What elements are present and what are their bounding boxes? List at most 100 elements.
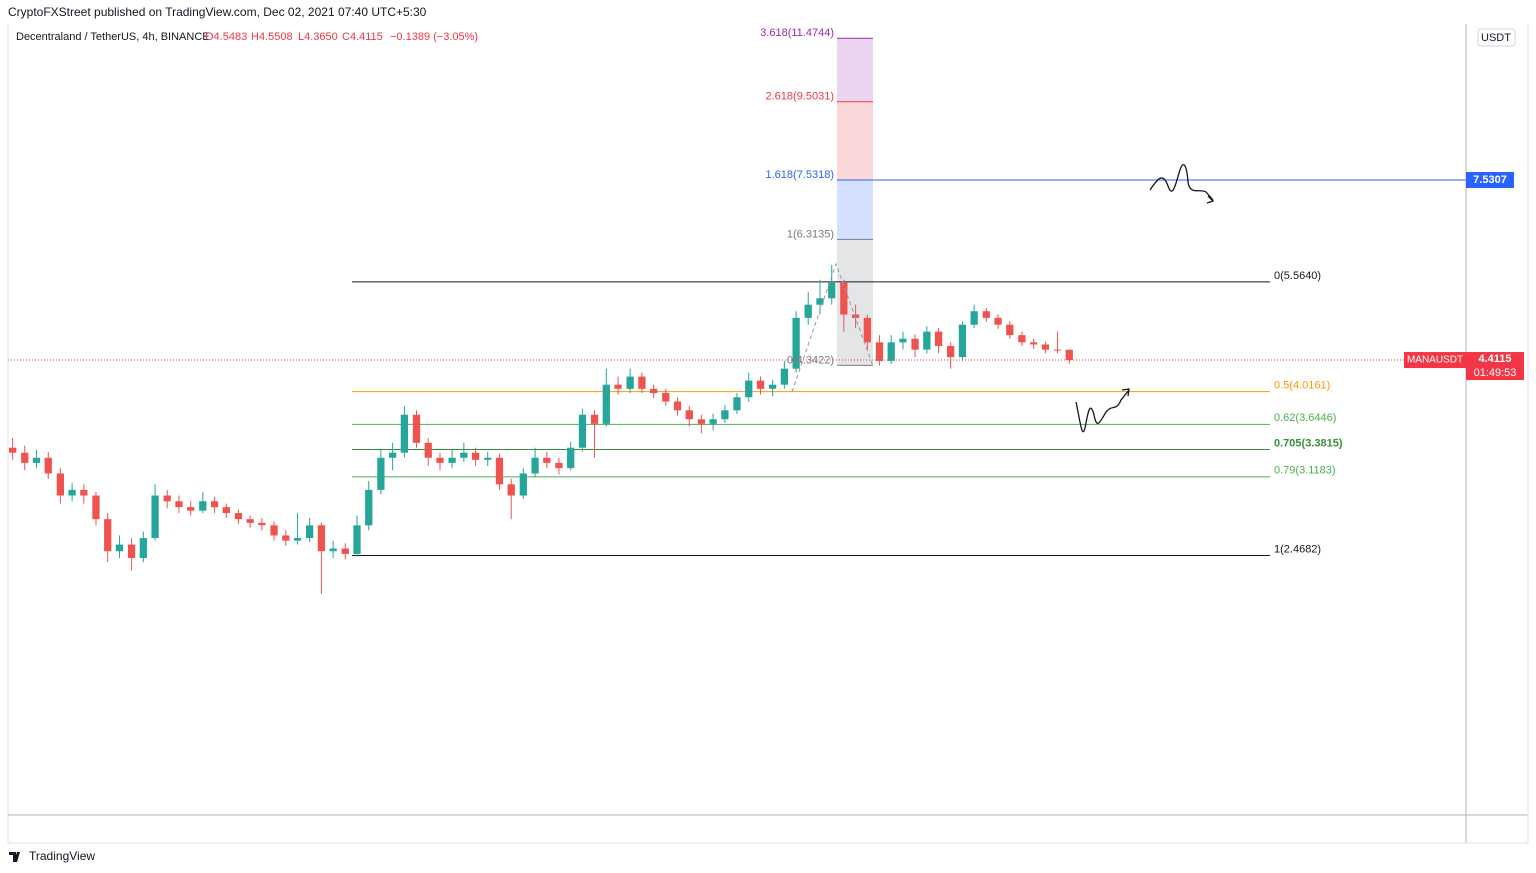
legend-low: L4.3650 (298, 31, 338, 43)
candle-body (270, 525, 278, 536)
candle-body (590, 414, 599, 424)
candle-body (104, 519, 112, 552)
candle-body (626, 376, 634, 389)
candle-body (32, 457, 41, 463)
unit-badge[interactable] (1477, 28, 1516, 47)
candle-body (412, 414, 421, 443)
legend-open: O4.5483 (205, 31, 247, 43)
candle-body (484, 457, 492, 460)
fib-extension-label: 0(4.3422) (787, 354, 834, 366)
candle-body (1053, 349, 1062, 351)
candle-body (994, 317, 1002, 325)
fib-extension-band (837, 101, 873, 180)
candle-body (507, 484, 515, 496)
annotation-squiggle (1149, 164, 1214, 201)
candle-body (804, 304, 812, 318)
candle-body (982, 311, 990, 318)
candle-body (875, 342, 884, 361)
candle-body (56, 473, 64, 496)
candle-body (816, 298, 824, 305)
candle-body (555, 462, 563, 469)
candle-body (567, 447, 575, 469)
candle-body (840, 282, 848, 315)
candle-body (887, 342, 895, 361)
candle-body (923, 331, 931, 350)
candle-body (733, 397, 741, 411)
candle-body (353, 525, 361, 554)
candle-body (768, 384, 777, 389)
candle-body (934, 331, 943, 346)
candle-body (650, 388, 658, 394)
candle-body (697, 419, 706, 424)
annotation-arrow (1121, 388, 1130, 397)
candle-body (8, 447, 17, 453)
price-line-label: 7.5307 (1473, 174, 1507, 186)
candle-body (44, 457, 52, 474)
fib-extension-band (837, 38, 873, 102)
candle-body (293, 538, 302, 541)
candle-body (780, 368, 788, 385)
candle-body (863, 317, 871, 343)
candle-body (448, 457, 456, 463)
fib-extension-label: 1.618(7.5318) (766, 169, 835, 181)
candle-body (745, 380, 753, 398)
candle-body (495, 457, 504, 485)
candle-body (638, 376, 646, 389)
legend-close: C4.4115 (342, 31, 383, 43)
candle-body (246, 519, 254, 523)
legend-change: −0.1389 (−3.05%) (390, 31, 478, 43)
candle-body (792, 317, 800, 369)
last-price-badge (1466, 352, 1524, 381)
candle-body (377, 457, 385, 490)
candle-body (222, 507, 230, 514)
candle-body (92, 495, 100, 520)
fib-retracement-label: 0.705(3.3815) (1274, 437, 1343, 449)
annotation-arrow (1206, 195, 1215, 204)
candle-body (127, 544, 136, 559)
candle-body (531, 457, 539, 474)
candle-body (175, 501, 183, 508)
symbol-title: Decentraland / TetherUS, 4h, BINANCE (16, 31, 210, 43)
candle-body (673, 401, 682, 411)
candle-body (958, 324, 967, 358)
fib-extension-label: 3.618(11.4744) (760, 27, 834, 39)
fib-extension-label: 2.618(9.5031) (766, 91, 835, 103)
candle-body (578, 414, 587, 448)
labels: 3.618(11.4744) 2.618(9.5031) 1.618(7.5318)… (760, 27, 1524, 555)
candle-body (210, 501, 219, 508)
candle-body (400, 414, 409, 453)
fib-extension-band (837, 179, 873, 240)
candle-body (341, 548, 349, 554)
candle-body (139, 538, 147, 559)
candle-body (234, 513, 243, 520)
last-price-label: 4.4115 (1478, 353, 1511, 365)
trend-line (791, 262, 874, 393)
candle-body (970, 311, 978, 325)
price-line-badge (1466, 172, 1514, 189)
candle-body (163, 495, 171, 502)
unit-label[interactable]: USDT (1481, 32, 1511, 44)
candle-body (199, 501, 207, 511)
candle-body (329, 548, 337, 552)
fib-extension-label: 1(6.3135) (787, 228, 834, 240)
fib-retracement-label: 0.62(3.6446) (1274, 412, 1336, 424)
symbol-label: MANAUSDT (1407, 355, 1463, 366)
symbol-badge (1404, 352, 1466, 369)
candle-body (543, 457, 551, 463)
fib-retracement-label: 1(2.4682) (1274, 543, 1321, 555)
candle-body (519, 473, 527, 496)
candle-body (1018, 335, 1026, 343)
countdown-label: 01:49:53 (1474, 367, 1517, 379)
brand-logo (9, 852, 20, 862)
candle-body (317, 525, 326, 552)
candle-body (424, 442, 432, 458)
candle-body (115, 544, 124, 552)
candle-body (911, 338, 919, 350)
candle-body (460, 452, 468, 458)
candle-body (21, 452, 29, 463)
candle-body (602, 384, 610, 424)
fib-retracement-label: 0.79(3.1183) (1274, 465, 1336, 477)
candle-body (187, 507, 195, 511)
candle-body (388, 452, 397, 458)
